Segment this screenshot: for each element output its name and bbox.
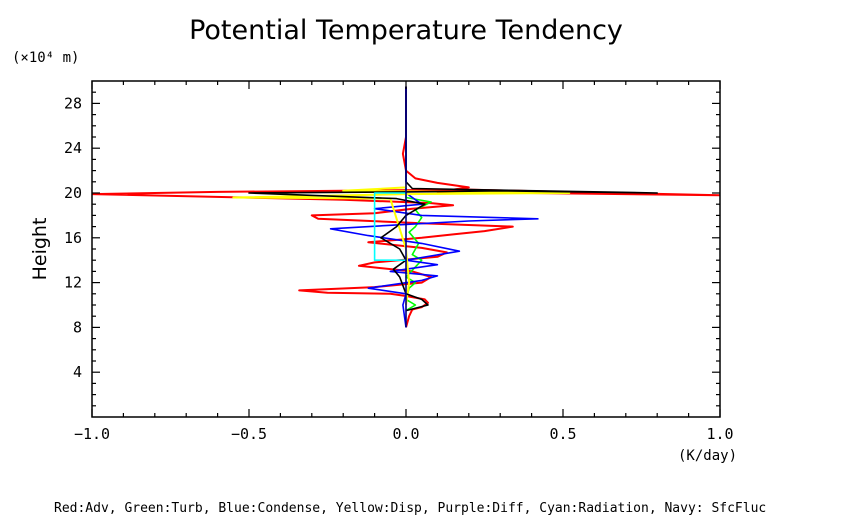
x-tick-label: −0.5 bbox=[231, 425, 267, 443]
series-line-condense bbox=[329, 86, 539, 328]
y-tick-label: 28 bbox=[64, 94, 82, 112]
x-tick-label: 0.0 bbox=[392, 425, 419, 443]
y-tick-label: 16 bbox=[64, 229, 82, 247]
y-unit-label: (×10⁴ m) bbox=[12, 50, 79, 66]
x-tick-label: −1.0 bbox=[74, 425, 110, 443]
series-line-radiation bbox=[373, 192, 406, 261]
series-layer bbox=[92, 86, 720, 328]
y-tick-label: 24 bbox=[64, 139, 82, 157]
x-tick-label: 1.0 bbox=[706, 425, 733, 443]
y-tick-label: 12 bbox=[64, 274, 82, 292]
footer-legend: Red:Adv, Green:Turb, Blue:Condense, Yell… bbox=[54, 501, 766, 516]
series-line-diff bbox=[248, 86, 658, 312]
y-tick-label: 20 bbox=[64, 184, 82, 202]
y-axis-label: Height bbox=[29, 218, 51, 281]
y-tick-label: 4 bbox=[73, 363, 82, 381]
x-tick-label: 0.5 bbox=[549, 425, 576, 443]
y-tick-label: 8 bbox=[73, 318, 82, 336]
x-unit-label: (K/day) bbox=[678, 448, 737, 464]
axes-layer: −1.0 −0.5 0.0 0.5 1.0 4 8 12 16 20 24 28 bbox=[64, 80, 734, 443]
chart-title: Potential Temperature Tendency bbox=[189, 15, 623, 46]
